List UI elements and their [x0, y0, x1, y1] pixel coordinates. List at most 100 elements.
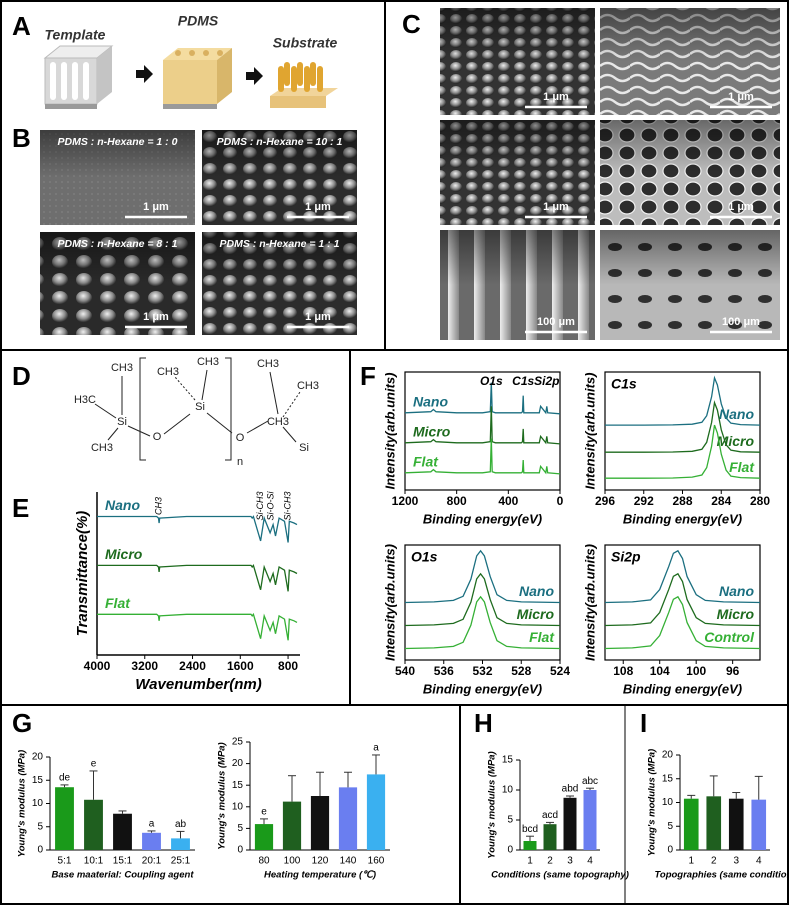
- bar: [543, 824, 557, 850]
- spectrum-line: [404, 406, 561, 445]
- significance-label: a: [149, 819, 155, 830]
- bar: [583, 790, 597, 850]
- scale-label: 1 μm: [543, 201, 569, 213]
- x-tick-label: 100: [686, 664, 706, 678]
- atom-label: CH3: [91, 442, 113, 454]
- scale-label: 1 μm: [728, 201, 754, 213]
- panel-letter: G: [12, 708, 32, 738]
- spectrum-line: [604, 572, 761, 627]
- y-tick-label: 5: [507, 815, 513, 826]
- legend-label: Micro: [717, 433, 755, 449]
- y-tick-label: 10: [32, 798, 44, 809]
- substrate-illustration: [270, 62, 338, 108]
- bar: [563, 797, 577, 850]
- scale-label: 1 μm: [543, 91, 569, 103]
- bar: [523, 841, 537, 850]
- bar: [171, 838, 190, 850]
- atom-label: Si: [117, 416, 127, 428]
- bar: [310, 796, 330, 850]
- bar: [113, 813, 132, 850]
- scale-label: 100 μm: [722, 316, 760, 328]
- x-axis-label: Heating temperature (℃): [264, 870, 376, 881]
- y-tick-label: 15: [32, 775, 44, 786]
- significance-label: de: [59, 773, 71, 784]
- bar: [254, 824, 274, 850]
- bar: [366, 774, 386, 850]
- sem-shade: [440, 230, 595, 285]
- x-tick-label: 96: [726, 664, 740, 678]
- y-tick-label: 20: [232, 758, 244, 769]
- x-axis-label: Binding energy(eV): [423, 511, 542, 526]
- x-tick-label: 5:1: [58, 856, 72, 867]
- atom-label: CH3: [197, 356, 219, 368]
- significance-label: abd: [562, 784, 579, 795]
- x-tick-label: 280: [750, 494, 770, 508]
- x-tick-label: 25:1: [171, 856, 191, 867]
- sem-shade: [440, 120, 595, 173]
- x-tick-label: 532: [472, 664, 492, 678]
- y-tick-label: 0: [667, 845, 673, 856]
- legend-label: Micro: [413, 424, 451, 440]
- atom-label: O: [153, 431, 162, 443]
- y-axis-label: Young's modulus (MPa): [647, 749, 658, 856]
- y-axis-label: Intensity(arb.units): [382, 372, 397, 489]
- legend-label: Flat: [529, 629, 555, 645]
- spectrum-line: [404, 549, 561, 604]
- x-tick-label: 4: [587, 856, 593, 867]
- template-illustration: [43, 45, 114, 109]
- arrow: [246, 67, 263, 85]
- legend-label: Micro: [517, 606, 555, 622]
- spectrum-line: [97, 515, 298, 543]
- panel-letter: E: [12, 493, 29, 523]
- sem-label: PDMS : n-Hexane = 10 : 1: [217, 136, 343, 148]
- x-tick-label: 524: [550, 664, 570, 678]
- x-tick-label: 2: [711, 856, 717, 867]
- illustration-label: Template: [45, 27, 106, 43]
- x-tick-label: 140: [340, 856, 357, 867]
- x-axis-label: Base maaterial: Coupling agent: [51, 870, 194, 881]
- spectrum-line: [97, 612, 298, 641]
- atom-label: CH3: [297, 380, 319, 392]
- legend-label: Nano: [719, 583, 754, 599]
- scale-label: 1 μm: [143, 311, 169, 323]
- legend-label: Control: [704, 629, 755, 645]
- atom-label: O: [236, 432, 245, 444]
- x-tick-label: 160: [368, 856, 385, 867]
- scale-label: 100 μm: [537, 316, 575, 328]
- y-tick-label: 10: [502, 785, 514, 796]
- sem-label: PDMS : n-Hexane = 1 : 1: [220, 238, 340, 250]
- x-tick-label: 100: [284, 856, 301, 867]
- y-tick-label: 20: [32, 752, 44, 763]
- x-axis-label: Wavenumber(nm): [135, 676, 261, 693]
- x-tick-label: 3: [733, 856, 739, 867]
- x-tick-label: 540: [395, 664, 415, 678]
- x-tick-label: 800: [278, 659, 298, 673]
- spectrum-line: [404, 572, 561, 627]
- legend-label: Micro: [717, 606, 755, 622]
- x-axis-label: Binding energy(eV): [423, 681, 542, 696]
- bar: [55, 787, 74, 850]
- atom-label: CH3: [111, 362, 133, 374]
- significance-label: e: [91, 759, 97, 770]
- legend-label: Flat: [413, 454, 439, 470]
- sem-shade: [600, 8, 780, 62]
- y-axis-label: Intensity(arb.units): [382, 544, 397, 661]
- x-tick-label: 3200: [131, 659, 158, 673]
- sem-label: PDMS : n-Hexane = 8 : 1: [58, 238, 178, 250]
- panel-letter: F: [360, 361, 376, 391]
- x-tick-label: 536: [434, 664, 454, 678]
- legend-label: Nano: [519, 583, 554, 599]
- spectrum-line: [605, 400, 761, 453]
- bar: [706, 796, 722, 850]
- y-axis-label: Intensity(arb.units): [582, 544, 597, 661]
- atom-label: n: [237, 456, 243, 468]
- y-tick-label: 15: [232, 780, 244, 791]
- significance-label: ab: [175, 819, 187, 830]
- spectrum-line: [404, 382, 561, 415]
- x-tick-label: 4: [756, 856, 762, 867]
- sem-shade: [40, 130, 195, 178]
- significance-label: abc: [582, 776, 598, 787]
- panel-title: C1s: [611, 376, 637, 392]
- x-tick-label: 1600: [227, 659, 254, 673]
